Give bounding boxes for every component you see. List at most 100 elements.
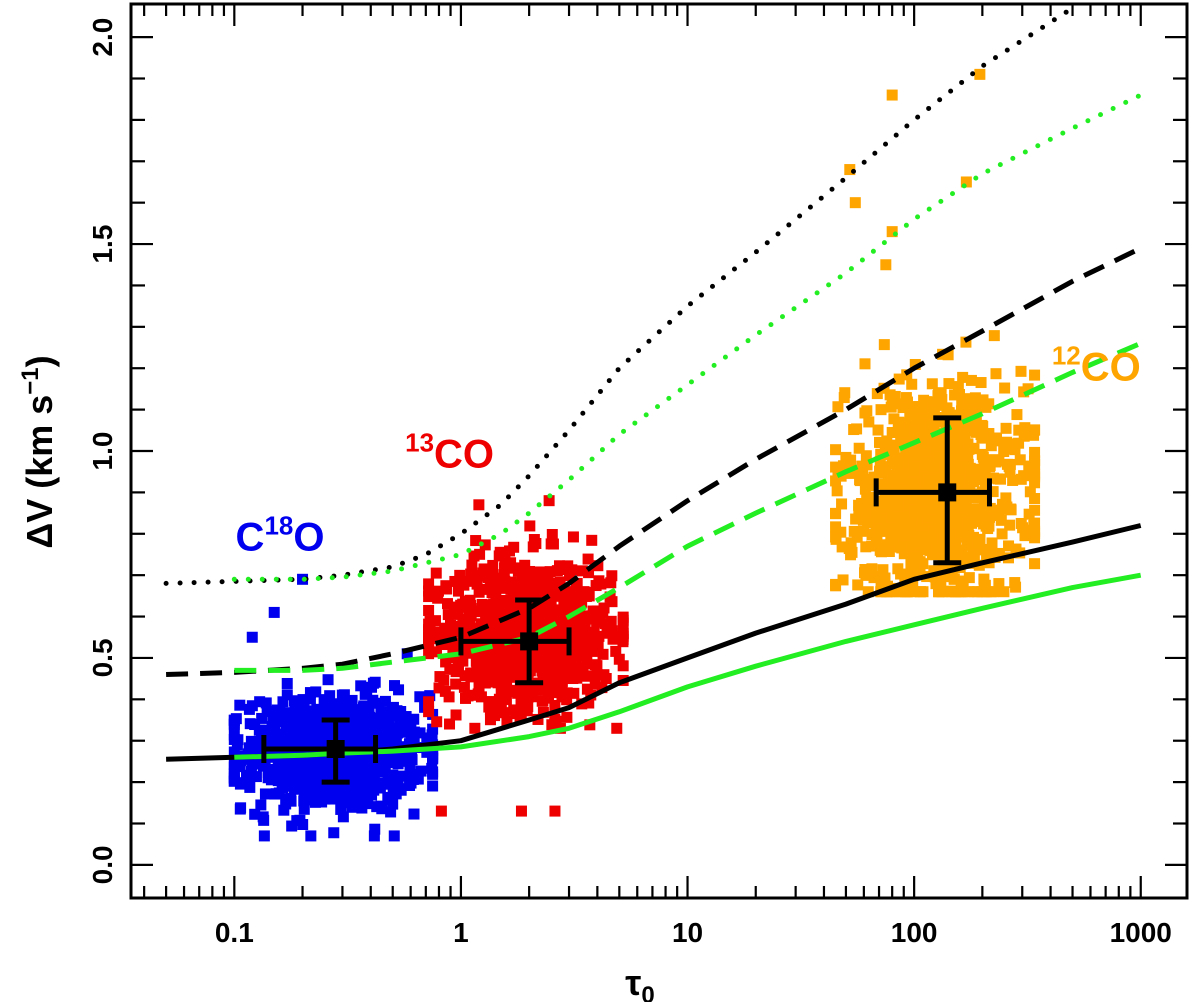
point-C18O (247, 754, 259, 766)
point-12CO (848, 525, 860, 537)
point-C18O (379, 695, 391, 707)
point-13CO (490, 588, 502, 600)
12co-label-sup: 12 (1052, 341, 1081, 371)
point-13CO (486, 658, 498, 670)
point-13CO (447, 620, 459, 632)
point-12CO (936, 394, 948, 406)
point-12CO (955, 586, 967, 598)
point-13CO (509, 562, 521, 574)
point-C18O (293, 760, 305, 772)
point-C18O (313, 795, 325, 807)
point-12CO (926, 490, 938, 502)
point-12CO (883, 539, 895, 551)
point-12CO (838, 392, 850, 404)
point-C18O (336, 769, 348, 781)
x-tick-label: 100 (891, 917, 938, 948)
point-12CO (926, 378, 938, 390)
point-12CO (977, 544, 989, 556)
point-13CO (607, 633, 619, 645)
point-13CO (572, 593, 584, 605)
point-12CO (969, 543, 981, 555)
point-12CO (1023, 460, 1035, 472)
point-12CO (1013, 437, 1025, 449)
point-C18O (228, 719, 240, 731)
point-C18O (307, 761, 319, 773)
point-C18O (228, 775, 240, 787)
point-12CO (965, 511, 977, 523)
point-12CO (910, 446, 922, 458)
point-12CO (1014, 454, 1026, 466)
point-C18O (228, 729, 240, 741)
point-12CO (904, 515, 916, 527)
point-12CO (978, 573, 990, 585)
point-13CO (566, 653, 578, 665)
point-12CO (858, 525, 870, 537)
point-12CO (897, 437, 909, 449)
point-12CO (874, 544, 886, 556)
point-13CO (519, 588, 531, 600)
13co-label-post: CO (434, 433, 494, 477)
point-C18O (351, 799, 363, 811)
point-12CO (1000, 503, 1012, 515)
series-green-solid (234, 572, 1142, 760)
point-13CO (425, 626, 437, 638)
point-12CO (960, 176, 972, 188)
point-12CO (1029, 525, 1041, 537)
point-C18O (306, 705, 318, 717)
point-13CO (544, 566, 556, 578)
point-13CO (585, 633, 597, 645)
point-C18O (364, 711, 376, 723)
point-13CO (498, 649, 510, 661)
point-12CO (913, 568, 925, 580)
point-C18O (375, 800, 387, 812)
point-13CO (605, 577, 617, 589)
point-13CO (466, 573, 478, 585)
point-C18O (281, 689, 293, 701)
point-C18O (335, 803, 347, 815)
point-12CO (980, 401, 992, 413)
point-12CO (945, 585, 957, 597)
point-12CO (920, 495, 932, 507)
point-C18O (405, 720, 417, 732)
point-13CO (507, 587, 519, 599)
point-13CO (583, 567, 595, 579)
point-13CO (537, 706, 549, 718)
point-C18O (353, 764, 365, 776)
point-C18O (351, 735, 363, 747)
point-C18O (308, 775, 320, 787)
point-12CO (876, 478, 888, 490)
point-13CO (613, 653, 625, 665)
point-12CO (836, 498, 848, 510)
point-12CO (983, 428, 995, 440)
point-12CO (943, 571, 955, 583)
point-13CO (452, 641, 464, 653)
point-C18O (244, 781, 256, 793)
point-13CO (567, 669, 579, 681)
point-12CO (987, 486, 999, 498)
point-13CO (440, 656, 452, 668)
point-C18O (427, 723, 439, 735)
point-12CO (980, 520, 992, 532)
point-12CO (830, 533, 842, 545)
point-C18O (384, 778, 396, 790)
point-12CO (845, 549, 857, 561)
point-C18O (415, 765, 427, 777)
point-12CO (830, 521, 842, 533)
point-12CO (976, 432, 988, 444)
y-tick-label: 0.0 (87, 845, 118, 884)
point-C18O (288, 695, 300, 707)
point-C18O (355, 680, 367, 692)
point-13CO (442, 598, 454, 610)
model-curves (163, 5, 1144, 762)
point-13CO (498, 707, 510, 719)
point-12CO (875, 437, 887, 449)
point-12CO (887, 472, 899, 484)
point-12CO (906, 378, 918, 390)
point-13CO (590, 612, 602, 624)
point-13CO (452, 608, 464, 620)
point-C18O (376, 766, 388, 778)
point-13CO (516, 673, 528, 685)
point-C18O (372, 712, 384, 724)
point-13CO (558, 564, 570, 576)
